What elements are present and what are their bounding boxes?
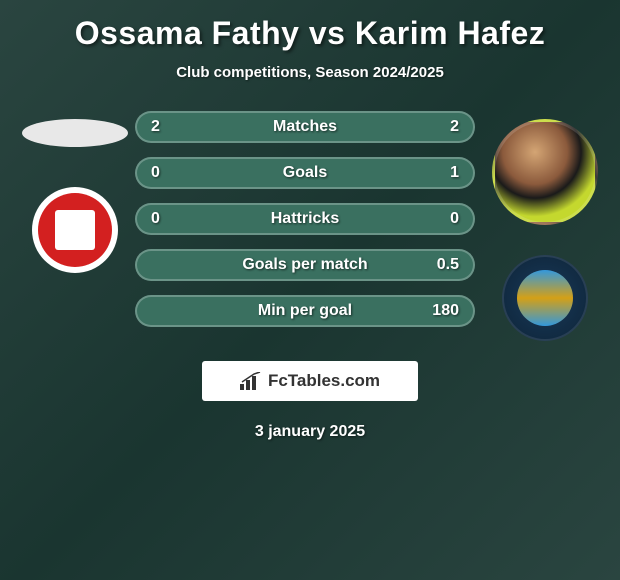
stat-bar-goals: 0 Goals 1	[135, 157, 475, 189]
stat-label-gpm: Goals per match	[137, 256, 473, 274]
stats-column: 2 Matches 2 0 Goals 1 0 Hattricks 0 Goal…	[135, 111, 485, 327]
club-logo-right	[502, 255, 588, 341]
branding-badge[interactable]: FcTables.com	[202, 361, 418, 401]
stat-bar-hattricks: 0 Hattricks 0	[135, 203, 475, 235]
stat-right-goals: 1	[450, 164, 459, 182]
stat-left-goals: 0	[151, 164, 160, 182]
right-column	[485, 111, 605, 341]
subtitle: Club competitions, Season 2024/2025	[176, 64, 444, 81]
stat-bar-matches: 2 Matches 2	[135, 111, 475, 143]
club-logo-left-inner	[38, 193, 112, 267]
comparison-container: Ossama Fathy vs Karim Hafez Club competi…	[0, 0, 620, 451]
club-logo-right-inner	[517, 270, 573, 326]
stat-label-goals: Goals	[137, 164, 473, 182]
player-left-photo	[22, 119, 128, 147]
stat-label-mpg: Min per goal	[137, 302, 473, 320]
stat-bar-mpg: Min per goal 180	[135, 295, 475, 327]
page-title: Ossama Fathy vs Karim Hafez	[75, 15, 546, 52]
player-right-photo	[492, 119, 598, 225]
stat-left-matches: 2	[151, 118, 160, 136]
stat-right-matches: 2	[450, 118, 459, 136]
date-label: 3 january 2025	[255, 423, 365, 441]
main-area: 2 Matches 2 0 Goals 1 0 Hattricks 0 Goal…	[0, 111, 620, 341]
stat-label-hattricks: Hattricks	[137, 210, 473, 228]
stat-right-gpm: 0.5	[437, 256, 459, 274]
chart-icon	[240, 372, 262, 390]
club-logo-left	[32, 187, 118, 273]
stat-right-mpg: 180	[432, 302, 459, 320]
left-column	[15, 111, 135, 273]
stat-label-matches: Matches	[137, 118, 473, 136]
stat-left-hattricks: 0	[151, 210, 160, 228]
stat-bar-gpm: Goals per match 0.5	[135, 249, 475, 281]
stat-right-hattricks: 0	[450, 210, 459, 228]
club-logo-left-center	[55, 210, 95, 250]
branding-text: FcTables.com	[268, 371, 380, 391]
